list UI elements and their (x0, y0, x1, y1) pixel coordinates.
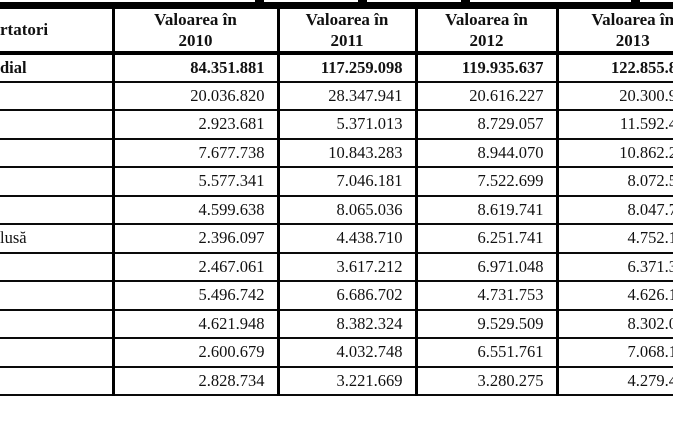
value-cell-2012: 4.731.753 (414, 281, 557, 310)
row-label-cell (0, 196, 113, 225)
value-cell-2011: 8.382.324 (276, 309, 416, 338)
table-row: 2.467.061 3.617.212 6.971.048 6.371.3 (0, 252, 673, 282)
header-line2: 2013 (615, 31, 650, 50)
row-label-cell (0, 139, 113, 168)
value-cell-2012: 3.280.275 (414, 366, 557, 395)
column-header-2011: Valoarea în 2011 (276, 5, 416, 53)
value-cell-2011: 8.065.036 (276, 195, 416, 224)
value-cell-2013: 8.047.7 (555, 195, 673, 224)
value-cell-2011: 3.617.212 (276, 252, 416, 281)
table-row: 4.599.638 8.065.036 8.619.741 8.047.7 (0, 195, 673, 225)
table-row: 2.828.734 3.221.669 3.280.275 4.279.4 (0, 366, 673, 396)
table-body: dial 84.351.881 117.259.098 119.935.637 … (0, 53, 673, 395)
value-cell-2010: 5.496.742 (111, 281, 278, 310)
value-cell-2010: 2.828.734 (111, 366, 278, 395)
header-line1: Valoarea în (154, 10, 237, 29)
value-cell-2010: 2.600.679 (111, 338, 278, 367)
value-cell-2012: 6.551.761 (414, 338, 557, 367)
value-cell-2011: 4.032.748 (276, 338, 416, 367)
table-row: 2.600.679 4.032.748 6.551.761 7.068.1 (0, 338, 673, 367)
value-cell-2012: 9.529.509 (414, 309, 557, 338)
header-line2: 2012 (469, 31, 504, 50)
value-cell-2011: 28.347.941 (276, 81, 416, 110)
value-cell-2011: 6.686.702 (276, 281, 416, 310)
row-label-cell (0, 310, 113, 339)
row-label-cell (0, 338, 113, 367)
scan-artifact-tick (358, 0, 367, 4)
value-cell-2013: 122.855.8 (555, 53, 673, 82)
row-label-cell (0, 82, 113, 111)
row-label-cell (0, 253, 113, 282)
header-line1: Valoarea în (591, 10, 673, 29)
value-cell-2012: 8.619.741 (414, 195, 557, 224)
value-cell-2013: 8.302.0 (555, 309, 673, 338)
value-cell-2013: 7.068.1 (555, 338, 673, 367)
value-cell-2013: 20.300.9 (555, 81, 673, 110)
value-cell-2012: 6.971.048 (414, 252, 557, 281)
value-cell-2013: 6.371.3 (555, 252, 673, 281)
scan-artifact-tick (255, 0, 264, 4)
value-cell-2010: 2.467.061 (111, 252, 278, 281)
table-row: 5.496.742 6.686.702 4.731.753 4.626.1 (0, 281, 673, 310)
row-label-cell (0, 110, 113, 139)
value-cell-2012: 8.729.057 (414, 110, 557, 139)
value-cell-2013: 4.279.4 (555, 366, 673, 395)
value-cell-2010: 84.351.881 (111, 53, 278, 82)
value-cell-2012: 119.935.637 (414, 53, 557, 82)
value-cell-2010: 20.036.820 (111, 81, 278, 110)
table-row: 4.621.948 8.382.324 9.529.509 8.302.0 (0, 309, 673, 339)
table-row: dial 84.351.881 117.259.098 119.935.637 … (0, 53, 673, 82)
value-cell-2013: 11.592.4 (555, 110, 673, 139)
value-cell-2010: 4.621.948 (111, 309, 278, 338)
value-cell-2010: 5.577.341 (111, 167, 278, 196)
column-header-2012: Valoarea în 2012 (414, 5, 557, 53)
row-label-cell (0, 281, 113, 310)
value-cell-2011: 10.843.283 (276, 138, 416, 167)
value-cell-2012: 6.251.741 (414, 224, 557, 253)
column-header-exporters: rtatori (0, 20, 49, 39)
value-cell-2013: 8.072.5 (555, 167, 673, 196)
value-cell-2012: 8.944.070 (414, 138, 557, 167)
value-cell-2012: 7.522.699 (414, 167, 557, 196)
value-cell-2010: 2.396.097 (111, 224, 278, 253)
column-header-2010: Valoarea în 2010 (111, 5, 278, 53)
value-cell-2011: 117.259.098 (276, 53, 416, 82)
table-row: lusă 2.396.097 4.438.710 6.251.741 4.752… (0, 224, 673, 253)
column-header-2013: Valoarea în 2013 (555, 5, 673, 53)
row-label-cell: dial (0, 57, 27, 77)
header-line2: 2011 (330, 31, 364, 50)
value-cell-2012: 20.616.227 (414, 81, 557, 110)
row-label-cell (0, 167, 113, 196)
row-label-cell: lusă (0, 228, 27, 248)
value-cell-2013: 4.626.1 (555, 281, 673, 310)
value-cell-2013: 4.752.1 (555, 224, 673, 253)
value-cell-2011: 5.371.013 (276, 110, 416, 139)
value-cell-2011: 4.438.710 (276, 224, 416, 253)
table-header: rtatori Valoarea în 2010 Valoarea în 201… (0, 5, 673, 53)
document-page: rtatori Valoarea în 2010 Valoarea în 201… (0, 0, 673, 396)
header-row: rtatori Valoarea în 2010 Valoarea în 201… (0, 5, 673, 53)
value-cell-2013: 10.862.2 (555, 138, 673, 167)
value-cell-2010: 2.923.681 (111, 110, 278, 139)
header-line2: 2010 (178, 31, 213, 50)
scan-artifact-tick (631, 0, 640, 4)
table-row: 5.577.341 7.046.181 7.522.699 8.072.5 (0, 167, 673, 196)
value-cell-2011: 3.221.669 (276, 366, 416, 395)
scan-artifact-tick (461, 0, 470, 4)
table-row: 20.036.820 28.347.941 20.616.227 20.300.… (0, 81, 673, 111)
exporters-value-table: rtatori Valoarea în 2010 Valoarea în 201… (0, 2, 673, 396)
row-label-cell (0, 367, 113, 396)
header-line1: Valoarea în (445, 10, 528, 29)
table-row: 2.923.681 5.371.013 8.729.057 11.592.4 (0, 110, 673, 139)
table-row: 7.677.738 10.843.283 8.944.070 10.862.2 (0, 138, 673, 168)
value-cell-2010: 7.677.738 (111, 138, 278, 167)
value-cell-2011: 7.046.181 (276, 167, 416, 196)
value-cell-2010: 4.599.638 (111, 195, 278, 224)
header-line1: Valoarea în (305, 10, 389, 29)
